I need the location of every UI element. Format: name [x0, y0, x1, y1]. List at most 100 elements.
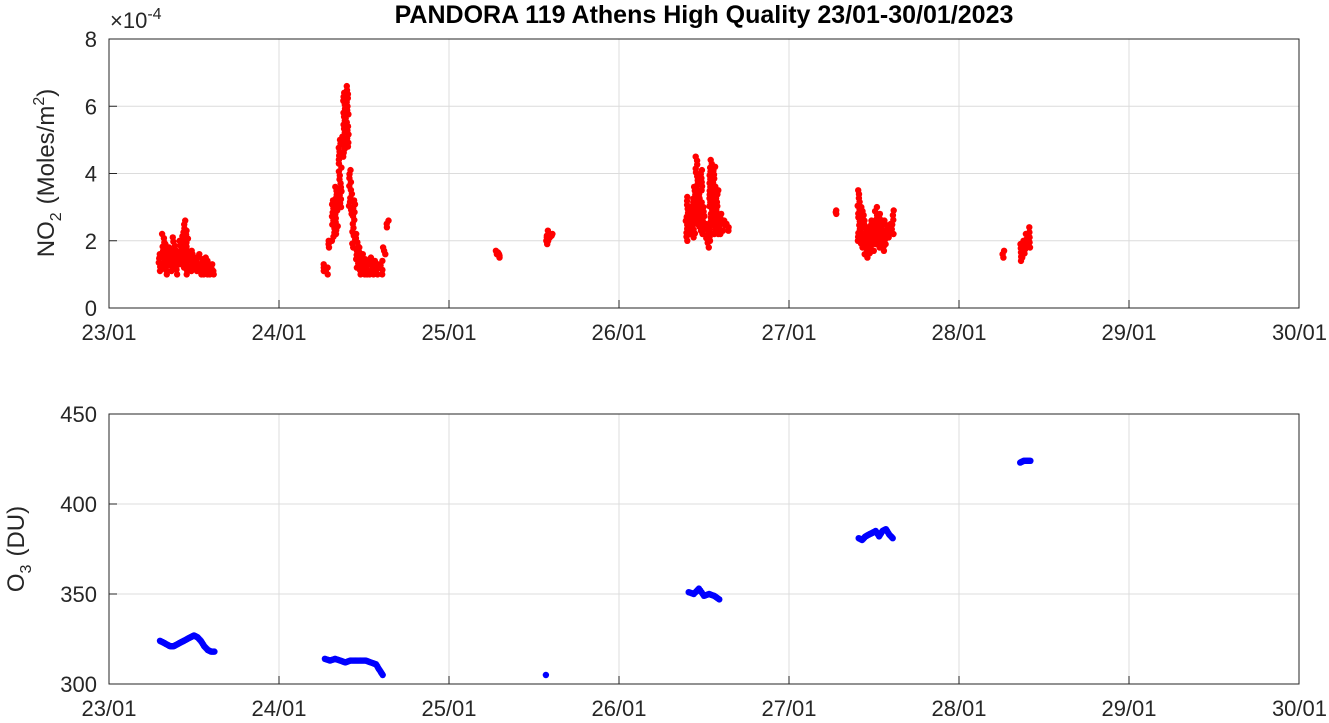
- o3-ylabel-sub: 3: [18, 564, 35, 573]
- o3-x-tick-label: 27/01: [761, 696, 816, 721]
- o3-tick-labels: 23/01 24/01 25/01 26/01 27/01 28/01 29/01 30/01…: [60, 402, 1327, 721]
- no2-data-point: [183, 227, 190, 234]
- chart-title: PANDORA 119 Athens High Quality 23/01-30…: [395, 1, 1014, 29]
- no2-data-point: [700, 203, 707, 211]
- o3-points: [156, 457, 1034, 679]
- no2-data-point: [692, 153, 699, 160]
- no2-ylabel-main: NO: [33, 221, 60, 257]
- no2-exponent-value: -4: [147, 6, 161, 23]
- o3-y-axis-label: O3 (DU): [3, 506, 35, 592]
- no2-grid: [109, 39, 1299, 308]
- no2-x-tick-label: 28/01: [931, 320, 986, 345]
- no2-data-point: [888, 226, 895, 233]
- no2-data-point: [873, 203, 881, 211]
- no2-data-point: [855, 187, 862, 194]
- no2-data-point: [885, 234, 892, 241]
- no2-tick-labels: 23/01 24/01 25/01 26/01 27/01 28/01 29/01 30/01…: [81, 27, 1327, 345]
- no2-exponent-prefix: ×10: [110, 8, 147, 33]
- o3-axes-box: [108, 413, 1300, 685]
- o3-x-tick-label: 24/01: [251, 696, 306, 721]
- no2-data-point: [858, 203, 865, 211]
- no2-data-point: [1026, 229, 1033, 236]
- o3-y-tick-label: 400: [60, 492, 97, 517]
- no2-data-point: [881, 217, 888, 224]
- no2-axes: 23/01 24/01 25/01 26/01 27/01 28/01 29/01 30/01…: [31, 6, 1327, 345]
- no2-points: [155, 82, 1034, 278]
- no2-data-point: [723, 220, 730, 228]
- no2-data-point: [495, 251, 503, 258]
- no2-data-point: [549, 230, 556, 238]
- no2-y-tick-label: 6: [85, 94, 97, 119]
- no2-data-point: [173, 271, 181, 278]
- no2-data-point: [158, 230, 166, 238]
- no2-data-point: [890, 216, 897, 224]
- no2-data-point: [204, 257, 211, 265]
- no2-data-point: [700, 208, 707, 215]
- no2-x-tick-label: 23/01: [81, 320, 136, 345]
- no2-data-point: [385, 217, 392, 224]
- no2-data-point: [1026, 224, 1033, 231]
- no2-data-point: [189, 251, 196, 258]
- o3-x-tick-label: 23/01: [81, 696, 136, 721]
- no2-data-point: [343, 82, 350, 90]
- no2-data-point: [719, 227, 727, 234]
- no2-data-point: [210, 267, 217, 275]
- no2-x-tick-label: 30/01: [1272, 320, 1327, 345]
- o3-data-point: [1027, 457, 1034, 464]
- no2-y-tick-label: 8: [85, 27, 97, 52]
- no2-y-tick-label: 0: [85, 296, 97, 321]
- no2-y-tick-label: 2: [85, 229, 97, 254]
- no2-ylabel-sub: 2: [48, 212, 65, 221]
- no2-data-point: [544, 227, 552, 234]
- o3-grid: [109, 414, 1299, 684]
- no2-data-point: [209, 261, 216, 268]
- no2-x-tick-label: 25/01: [421, 320, 476, 345]
- o3-x-tick-label: 30/01: [1272, 696, 1327, 721]
- no2-data-point: [882, 240, 889, 248]
- no2-data-point: [715, 187, 722, 194]
- no2-ylabel-unit-post: ): [33, 89, 60, 97]
- no2-data-point: [332, 183, 339, 191]
- no2-data-point: [173, 266, 180, 273]
- no2-data-point: [1026, 234, 1033, 241]
- no2-y-tick-label: 4: [85, 162, 97, 187]
- no2-ylabel-unit-sup: 2: [31, 97, 48, 106]
- o3-ylabel-unit: (DU): [3, 506, 30, 557]
- no2-data-point: [379, 271, 386, 278]
- no2-data-point: [359, 251, 366, 258]
- no2-data-point: [379, 244, 387, 251]
- no2-data-point: [889, 212, 897, 219]
- o3-x-tick-label: 28/01: [931, 696, 986, 721]
- no2-x-tick-label: 27/01: [761, 320, 816, 345]
- no2-ylabel-unit-pre: (Moles/m: [33, 106, 60, 205]
- no2-x-tick-label: 29/01: [1101, 320, 1156, 345]
- o3-data-point: [716, 596, 723, 603]
- no2-data-point: [1000, 247, 1008, 254]
- no2-data-point: [169, 234, 176, 241]
- no2-data-point: [684, 193, 691, 201]
- no2-data-point: [182, 217, 189, 224]
- no2-data-point: [890, 207, 897, 214]
- no2-data-point: [876, 210, 884, 218]
- no2-data-point: [347, 166, 354, 174]
- no2-data-point: [1026, 244, 1034, 251]
- no2-data-point: [698, 166, 706, 174]
- o3-ylabel-main: O: [3, 573, 30, 592]
- no2-x-tick-label: 24/01: [251, 320, 306, 345]
- o3-y-tick-label: 350: [60, 582, 97, 607]
- o3-data-point: [889, 535, 896, 542]
- o3-axes: 23/01 24/01 25/01 26/01 27/01 28/01 29/01 30/01…: [3, 402, 1327, 721]
- no2-data-point: [861, 217, 868, 224]
- no2-data-point: [1026, 239, 1033, 246]
- no2-data-point: [707, 156, 714, 164]
- no2-data-point: [379, 257, 386, 265]
- no2-data-point: [718, 210, 725, 218]
- no2-data-point: [711, 163, 719, 170]
- no2-data-point: [196, 251, 203, 258]
- no2-data-point: [374, 271, 381, 278]
- o3-x-tick-label: 29/01: [1101, 696, 1156, 721]
- o3-plot-area: [109, 414, 1299, 684]
- o3-data-point: [542, 671, 550, 679]
- o3-x-tick-label: 25/01: [421, 696, 476, 721]
